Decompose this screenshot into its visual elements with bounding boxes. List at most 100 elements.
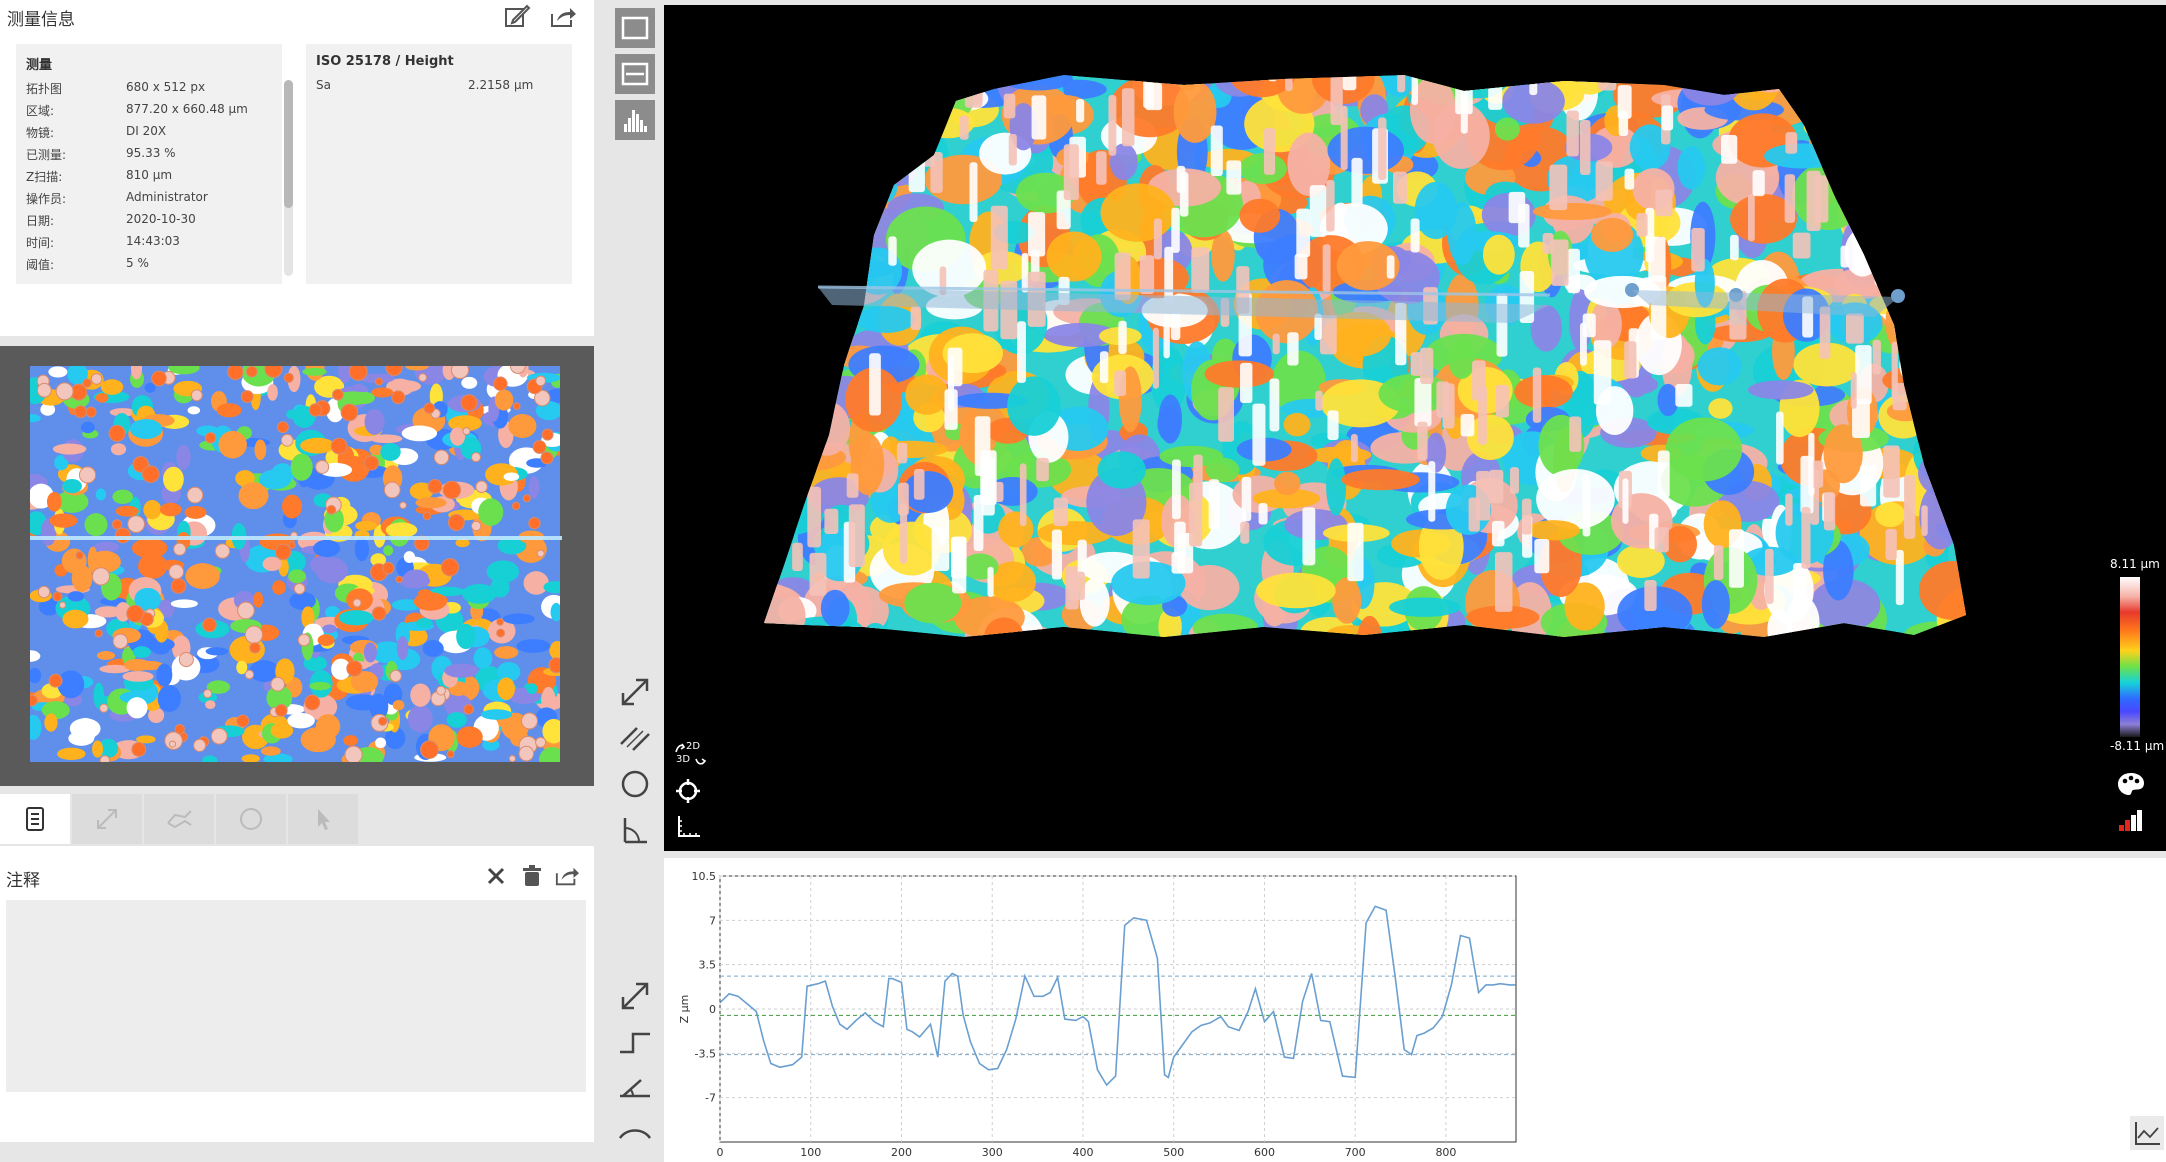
y-tick-label: 3.5 <box>699 959 717 972</box>
signal-bars-icon[interactable] <box>2118 809 2144 831</box>
x-tick-label: 100 <box>800 1146 821 1159</box>
profile-chart[interactable]: 0 100 200 300 400 500 600 700 800 10.5 7 3.5 0 -3.5 -7… <box>664 858 2166 1162</box>
height-map-thumbnail[interactable] <box>30 366 560 762</box>
meta-key: 物镜: <box>26 126 55 140</box>
meta-row: 日期: 2020-10-30 <box>26 212 266 234</box>
profile-distance-tool[interactable] <box>615 976 655 1016</box>
meta-row: 操作员: Administrator <box>26 190 266 212</box>
x-tick-label: 300 <box>982 1146 1003 1159</box>
tab-select[interactable] <box>288 794 358 844</box>
meta-row: 物镜: DI 20X <box>26 124 266 146</box>
x-axis-label: X µm <box>1104 1160 1133 1162</box>
close-icon[interactable] <box>484 864 508 888</box>
iso-box: ISO 25178 / Height Sa 2.2158 µm <box>306 44 572 284</box>
meta-key: 日期: <box>26 214 55 228</box>
meta-row: 时间: 14:43:03 <box>26 234 266 256</box>
meta-key: 时间: <box>26 236 55 250</box>
cursor-icon <box>318 809 330 830</box>
notes-textarea[interactable] <box>6 900 586 1092</box>
section-icon <box>621 62 649 86</box>
share-icon[interactable] <box>554 864 580 888</box>
iso-unit: µm <box>514 78 534 92</box>
angle-icon <box>623 818 647 844</box>
meta-value: 95.33 % <box>126 146 176 160</box>
diagonal-arrow-icon <box>621 982 649 1010</box>
step-icon <box>620 1032 650 1054</box>
histogram-button[interactable] <box>615 100 655 140</box>
profile-angle-tool[interactable] <box>615 1068 655 1108</box>
meta-value: 810 µm <box>126 168 173 182</box>
x-tick-label: 0 <box>717 1146 724 1159</box>
profile-chart-panel: 0 100 200 300 400 500 600 700 800 10.5 7 3.5 0 -3.5 -7… <box>664 858 2166 1162</box>
x-tick-label: 200 <box>891 1146 912 1159</box>
tab-info[interactable] <box>0 794 70 844</box>
profile-icon <box>167 810 192 829</box>
x-tick-label: 700 <box>1345 1146 1366 1159</box>
curve-icon <box>618 1129 652 1139</box>
view-rect-button[interactable] <box>615 8 655 48</box>
meta-row: 已测量: 95.33 % <box>26 146 266 168</box>
measurement-box-title: 测量 <box>26 58 53 73</box>
meta-row: 阈值: 5 % <box>26 256 266 278</box>
meta-value: DI 20X <box>126 124 167 138</box>
diagonal-arrow-icon <box>97 809 117 829</box>
2d-3d-toggle[interactable]: 2D 3D <box>674 741 708 769</box>
meta-key: 已测量: <box>26 148 67 162</box>
scale-min-label: -8.11 µm <box>2110 739 2165 753</box>
angle-tool[interactable] <box>615 810 655 850</box>
meta-value: 877.20 x 660.48 µm <box>126 102 248 116</box>
profile-line-marker[interactable] <box>30 536 562 540</box>
meta-value: 680 x 512 px <box>126 80 206 94</box>
rotate-arrow-icon <box>675 743 707 765</box>
iso-value: 2.2158 <box>468 78 510 92</box>
measurement-box: 测量 拓扑图 680 x 512 px 区域: 877.20 x 660.48 µm… <box>16 44 293 284</box>
slope-angle-icon <box>620 1079 650 1098</box>
edit-icon[interactable] <box>503 4 531 30</box>
x-tick-label: 600 <box>1254 1146 1275 1159</box>
meta-value: 14:43:03 <box>126 234 180 248</box>
view-section-button[interactable] <box>615 54 655 94</box>
distance-tool[interactable] <box>615 672 655 712</box>
toggle-label-3d: 3D <box>676 754 691 765</box>
crosshair-icon[interactable] <box>674 777 702 805</box>
parallel-tool[interactable] <box>615 718 655 758</box>
tab-distance[interactable] <box>72 794 142 844</box>
color-scale-bar <box>2120 577 2140 737</box>
notes-title: 注释 <box>6 871 40 891</box>
meta-key: 操作员: <box>26 192 67 206</box>
y-axis-label: Z µm <box>678 995 691 1024</box>
meta-value: 5 % <box>126 256 149 270</box>
trash-icon[interactable] <box>520 864 544 888</box>
iso-param: Sa <box>316 78 331 92</box>
x-tick-label: 400 <box>1072 1146 1093 1159</box>
step-height-tool[interactable] <box>615 1022 655 1062</box>
preview-panel <box>0 346 594 786</box>
profile-curve-tool[interactable] <box>615 1114 655 1154</box>
document-icon <box>26 807 44 831</box>
meta-row: 拓扑图 680 x 512 px <box>26 80 266 102</box>
iso-row: Sa 2.2158 µm <box>316 78 566 100</box>
3d-surface-view[interactable]: 2D 3D 8.11 µm -8.11 µm <box>664 5 2166 851</box>
chart-icon <box>2135 1122 2160 1145</box>
panel-title: 测量信息 <box>7 10 75 30</box>
circle-icon <box>621 770 649 798</box>
circle-tool[interactable] <box>615 764 655 804</box>
x-tick-label: 500 <box>1163 1146 1184 1159</box>
meta-value: 2020-10-30 <box>126 212 196 226</box>
x-tick-label: 800 <box>1435 1146 1456 1159</box>
share-icon[interactable] <box>549 4 577 30</box>
y-tick-label: 7 <box>709 914 716 927</box>
axes-icon[interactable] <box>674 813 702 841</box>
palette-icon[interactable] <box>2116 771 2146 797</box>
meta-scrollbar[interactable] <box>284 80 293 276</box>
meta-key: 拓扑图 <box>26 82 63 96</box>
scroll-thumb[interactable] <box>284 80 293 208</box>
y-tick-label: 10.5 <box>692 870 717 883</box>
meta-value: Administrator <box>126 190 208 204</box>
meta-row: Z扫描: 810 µm <box>26 168 266 190</box>
iso-box-title: ISO 25178 / Height <box>316 54 454 69</box>
tab-profile[interactable] <box>144 794 214 844</box>
tab-circle[interactable] <box>216 794 286 844</box>
chart-options-button[interactable] <box>2130 1116 2164 1150</box>
rectangle-icon <box>621 16 649 40</box>
